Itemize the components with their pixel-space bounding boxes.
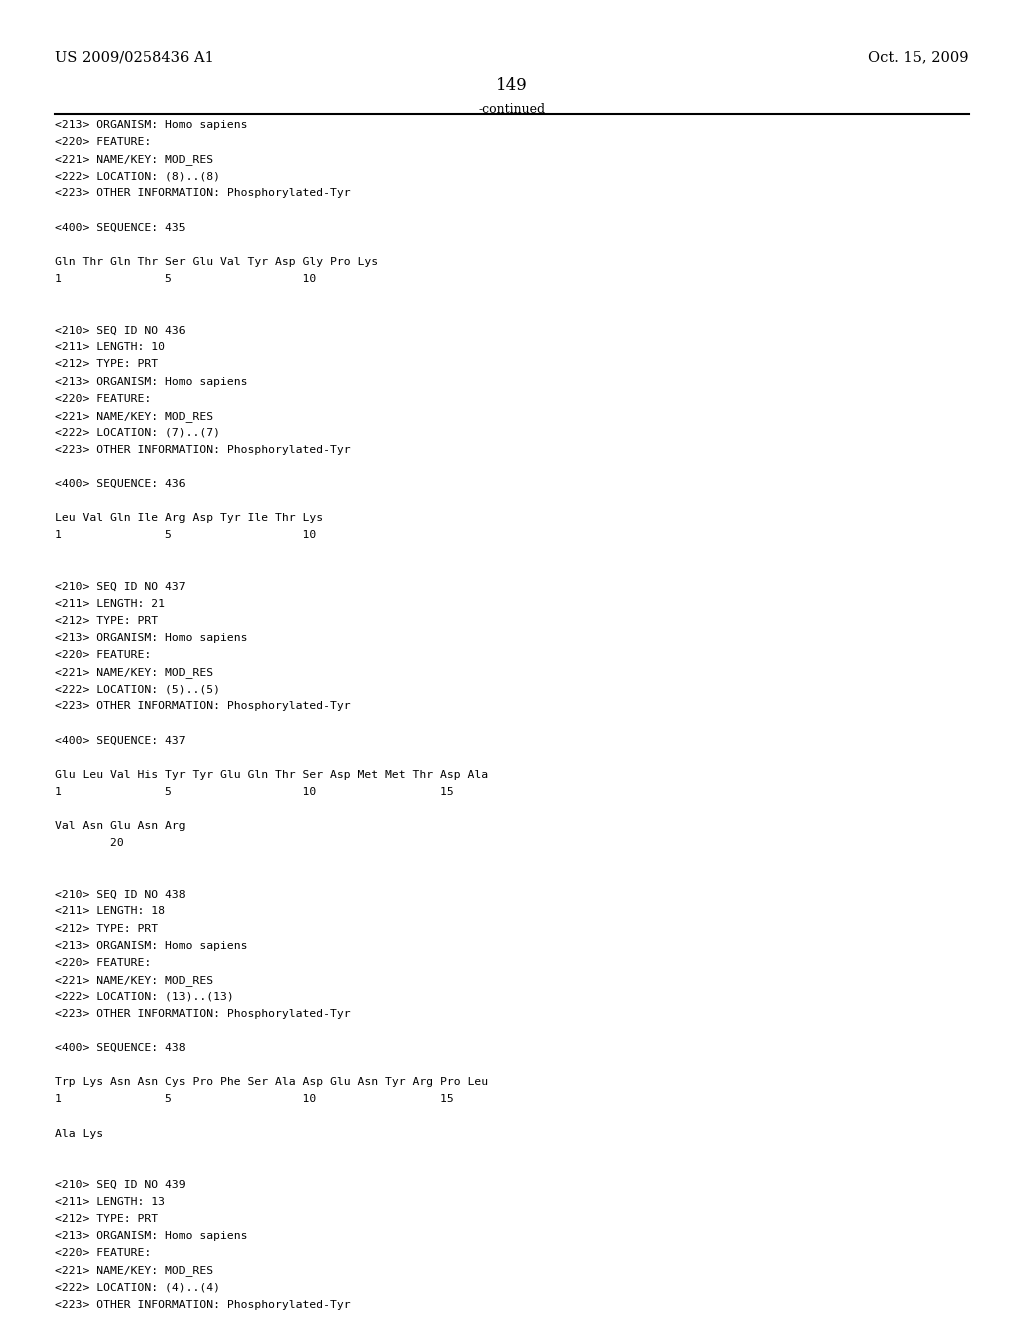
Text: <223> OTHER INFORMATION: Phosphorylated-Tyr: <223> OTHER INFORMATION: Phosphorylated-…: [55, 189, 351, 198]
Text: US 2009/0258436 A1: US 2009/0258436 A1: [55, 50, 214, 65]
Text: <221> NAME/KEY: MOD_RES: <221> NAME/KEY: MOD_RES: [55, 974, 213, 986]
Text: Leu Val Gln Ile Arg Asp Tyr Ile Thr Lys: Leu Val Gln Ile Arg Asp Tyr Ile Thr Lys: [55, 513, 324, 523]
Text: <213> ORGANISM: Homo sapiens: <213> ORGANISM: Homo sapiens: [55, 634, 248, 643]
Text: <220> FEATURE:: <220> FEATURE:: [55, 1249, 152, 1258]
Text: <220> FEATURE:: <220> FEATURE:: [55, 393, 152, 404]
Text: Oct. 15, 2009: Oct. 15, 2009: [868, 50, 969, 65]
Text: <400> SEQUENCE: 438: <400> SEQUENCE: 438: [55, 1043, 186, 1053]
Text: <223> OTHER INFORMATION: Phosphorylated-Tyr: <223> OTHER INFORMATION: Phosphorylated-…: [55, 445, 351, 455]
Text: <221> NAME/KEY: MOD_RES: <221> NAME/KEY: MOD_RES: [55, 667, 213, 678]
Text: <220> FEATURE:: <220> FEATURE:: [55, 137, 152, 148]
Text: Gln Thr Gln Thr Ser Glu Val Tyr Asp Gly Pro Lys: Gln Thr Gln Thr Ser Glu Val Tyr Asp Gly …: [55, 257, 379, 267]
Text: <222> LOCATION: (8)..(8): <222> LOCATION: (8)..(8): [55, 172, 220, 181]
Text: <212> TYPE: PRT: <212> TYPE: PRT: [55, 359, 159, 370]
Text: <213> ORGANISM: Homo sapiens: <213> ORGANISM: Homo sapiens: [55, 376, 248, 387]
Text: <210> SEQ ID NO 438: <210> SEQ ID NO 438: [55, 890, 186, 899]
Text: <212> TYPE: PRT: <212> TYPE: PRT: [55, 924, 159, 933]
Text: <222> LOCATION: (4)..(4): <222> LOCATION: (4)..(4): [55, 1283, 220, 1292]
Text: <221> NAME/KEY: MOD_RES: <221> NAME/KEY: MOD_RES: [55, 1266, 213, 1276]
Text: 1               5                   10                  15: 1 5 10 15: [55, 1094, 454, 1105]
Text: <223> OTHER INFORMATION: Phosphorylated-Tyr: <223> OTHER INFORMATION: Phosphorylated-…: [55, 701, 351, 711]
Text: 20: 20: [55, 838, 124, 847]
Text: <222> LOCATION: (7)..(7): <222> LOCATION: (7)..(7): [55, 428, 220, 438]
Text: 1               5                   10                  15: 1 5 10 15: [55, 787, 454, 797]
Text: <210> SEQ ID NO 439: <210> SEQ ID NO 439: [55, 1180, 186, 1189]
Text: 149: 149: [496, 77, 528, 94]
Text: -continued: -continued: [478, 103, 546, 116]
Text: <213> ORGANISM: Homo sapiens: <213> ORGANISM: Homo sapiens: [55, 120, 248, 131]
Text: <400> SEQUENCE: 437: <400> SEQUENCE: 437: [55, 735, 186, 746]
Text: <220> FEATURE:: <220> FEATURE:: [55, 649, 152, 660]
Text: 1               5                   10: 1 5 10: [55, 275, 316, 284]
Text: <211> LENGTH: 21: <211> LENGTH: 21: [55, 599, 165, 609]
Text: <213> ORGANISM: Homo sapiens: <213> ORGANISM: Homo sapiens: [55, 941, 248, 950]
Text: <211> LENGTH: 13: <211> LENGTH: 13: [55, 1197, 165, 1206]
Text: Val Asn Glu Asn Arg: Val Asn Glu Asn Arg: [55, 821, 186, 832]
Text: <220> FEATURE:: <220> FEATURE:: [55, 958, 152, 968]
Text: Ala Lys: Ala Lys: [55, 1129, 103, 1139]
Text: 1               5                   10: 1 5 10: [55, 531, 316, 540]
Text: <212> TYPE: PRT: <212> TYPE: PRT: [55, 1214, 159, 1224]
Text: <223> OTHER INFORMATION: Phosphorylated-Tyr: <223> OTHER INFORMATION: Phosphorylated-…: [55, 1008, 351, 1019]
Text: <210> SEQ ID NO 437: <210> SEQ ID NO 437: [55, 582, 186, 591]
Text: <211> LENGTH: 10: <211> LENGTH: 10: [55, 342, 165, 352]
Text: <211> LENGTH: 18: <211> LENGTH: 18: [55, 907, 165, 916]
Text: <222> LOCATION: (5)..(5): <222> LOCATION: (5)..(5): [55, 684, 220, 694]
Text: <213> ORGANISM: Homo sapiens: <213> ORGANISM: Homo sapiens: [55, 1232, 248, 1241]
Text: <210> SEQ ID NO 436: <210> SEQ ID NO 436: [55, 325, 186, 335]
Text: Trp Lys Asn Asn Cys Pro Phe Ser Ala Asp Glu Asn Tyr Arg Pro Leu: Trp Lys Asn Asn Cys Pro Phe Ser Ala Asp …: [55, 1077, 488, 1088]
Text: <221> NAME/KEY: MOD_RES: <221> NAME/KEY: MOD_RES: [55, 154, 213, 165]
Text: <221> NAME/KEY: MOD_RES: <221> NAME/KEY: MOD_RES: [55, 411, 213, 421]
Text: Glu Leu Val His Tyr Tyr Glu Gln Thr Ser Asp Met Met Thr Asp Ala: Glu Leu Val His Tyr Tyr Glu Gln Thr Ser …: [55, 770, 488, 780]
Text: <212> TYPE: PRT: <212> TYPE: PRT: [55, 616, 159, 626]
Text: <222> LOCATION: (13)..(13): <222> LOCATION: (13)..(13): [55, 991, 234, 1002]
Text: <400> SEQUENCE: 436: <400> SEQUENCE: 436: [55, 479, 186, 490]
Text: <400> SEQUENCE: 435: <400> SEQUENCE: 435: [55, 223, 186, 232]
Text: <223> OTHER INFORMATION: Phosphorylated-Tyr: <223> OTHER INFORMATION: Phosphorylated-…: [55, 1300, 351, 1309]
